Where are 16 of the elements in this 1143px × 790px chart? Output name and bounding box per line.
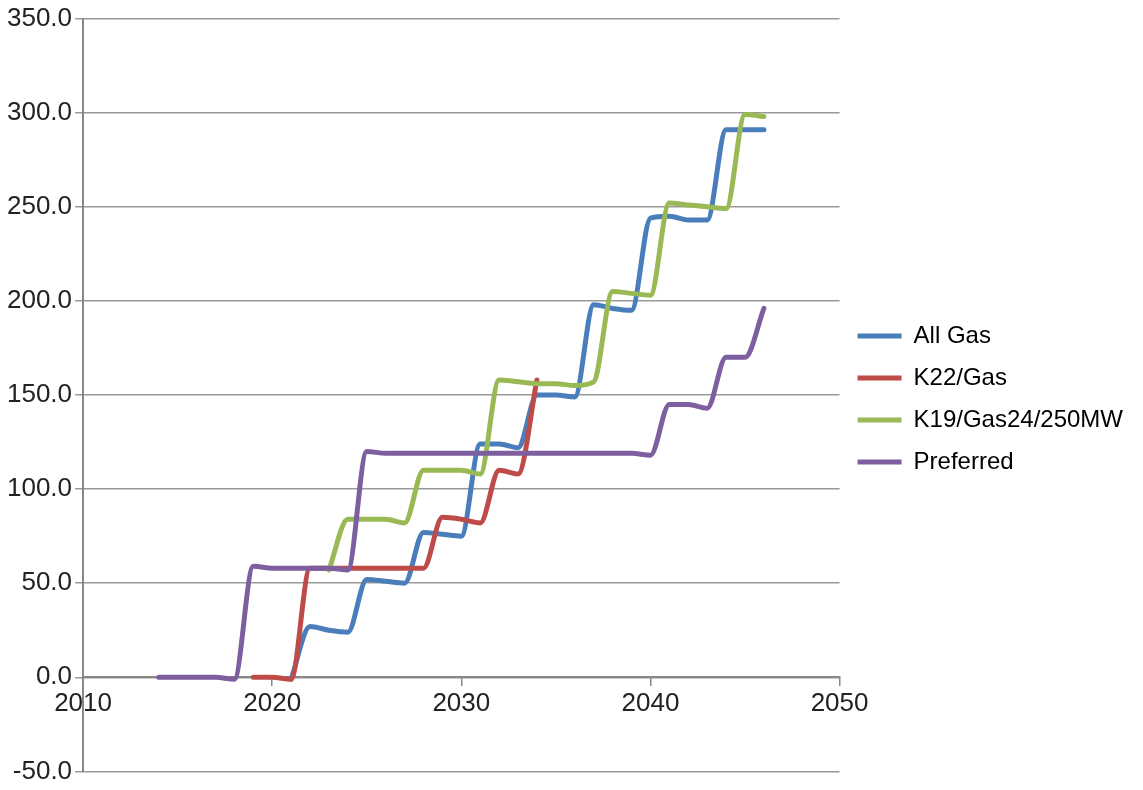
- x-tick-label: 2030: [432, 687, 491, 718]
- x-tick-label: 2050: [810, 687, 869, 718]
- y-tick-label: 200.0: [6, 284, 73, 315]
- x-tick-label: 2020: [243, 687, 302, 718]
- y-tick-label: 100.0: [6, 472, 73, 503]
- x-tick-label: 2040: [621, 687, 680, 718]
- legend-label: Preferred: [913, 446, 1014, 474]
- y-tick-label: 350.0: [6, 1, 73, 32]
- y-tick-label: 50.0: [21, 566, 73, 597]
- y-tick-label: 250.0: [6, 189, 73, 220]
- legend-label: All Gas: [913, 320, 991, 348]
- y-tick-label: -50.0: [12, 754, 73, 785]
- legend-label: K19/Gas24/250MW: [913, 404, 1124, 432]
- y-tick-label: 150.0: [6, 378, 73, 409]
- y-tick-label: 300.0: [6, 95, 73, 126]
- legend-label: K22/Gas: [913, 362, 1007, 390]
